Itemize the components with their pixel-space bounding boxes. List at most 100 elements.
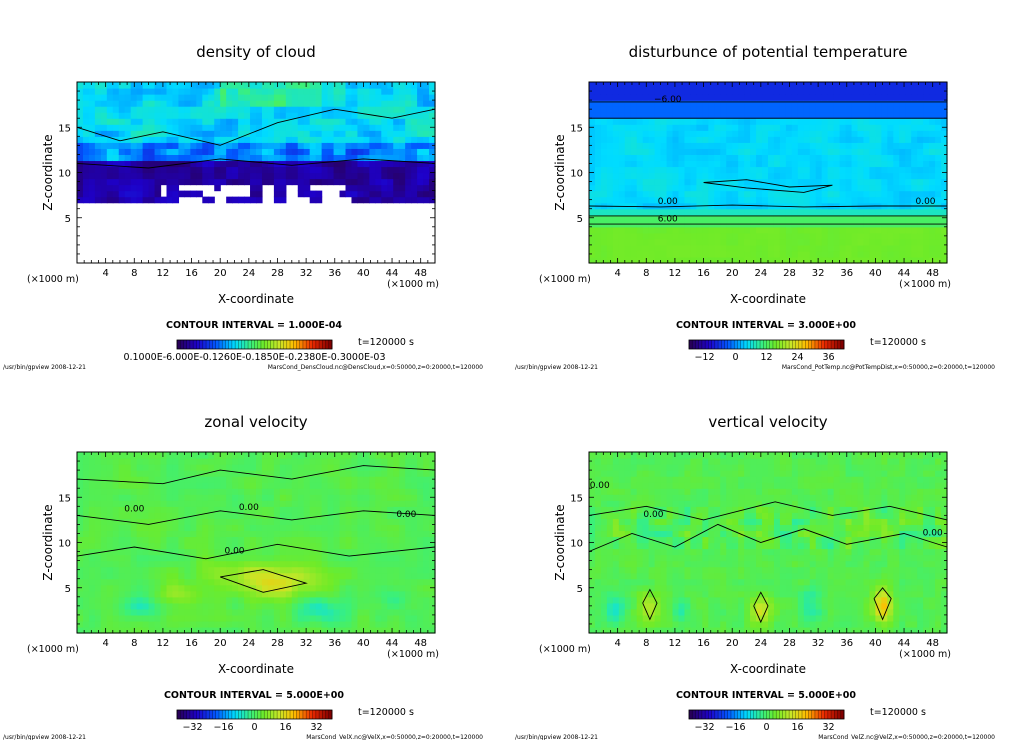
- heatmap-cell: [238, 602, 245, 610]
- heatmap-cell: [297, 566, 305, 574]
- heatmap-cell: [339, 482, 347, 489]
- heatmap-cell: [232, 572, 239, 580]
- heatmap-cell: [291, 620, 299, 628]
- heatmap-cell: [821, 196, 829, 204]
- heatmap-cell: [941, 238, 948, 246]
- heatmap-cell: [118, 506, 126, 513]
- heatmap-cell: [702, 178, 709, 186]
- heatmap-cell: [893, 208, 900, 216]
- heatmap-cell: [327, 142, 335, 149]
- heatmap-cell: [357, 536, 364, 544]
- heatmap-cell: [684, 148, 692, 155]
- heatmap-cell: [82, 172, 90, 180]
- heatmap-cell: [190, 154, 197, 162]
- heatmap-cell: [612, 100, 620, 107]
- heatmap-cell: [297, 548, 305, 556]
- heatmap-cell: [184, 584, 191, 592]
- heatmap-cell: [363, 548, 370, 556]
- heatmap-cell: [148, 530, 156, 538]
- heatmap-cell: [291, 154, 299, 162]
- heatmap-cell: [708, 214, 715, 222]
- heatmap-cell: [917, 106, 924, 113]
- heatmap-cell: [82, 470, 90, 477]
- heatmap-cell: [857, 250, 865, 258]
- heatmap-cell: [256, 476, 263, 483]
- heatmap-cell: [791, 214, 799, 222]
- heatmap-cell: [363, 608, 370, 616]
- heatmap-cell: [893, 148, 900, 155]
- heatmap-cell: [833, 88, 841, 95]
- heatmap-cell: [654, 88, 662, 95]
- heatmap-cell: [160, 118, 168, 125]
- heatmap-cell: [911, 166, 918, 174]
- heatmap-cell: [672, 136, 680, 143]
- heatmap-cell: [178, 548, 185, 556]
- heatmap-cell: [750, 238, 757, 246]
- heatmap-cell: [875, 142, 882, 149]
- contour-label: 0.00: [915, 197, 935, 207]
- heatmap-cell: [226, 566, 233, 574]
- heatmap-cell: [797, 202, 805, 210]
- heatmap-cell: [732, 244, 739, 252]
- heatmap-cell: [148, 500, 156, 507]
- heatmap-cell: [148, 476, 156, 483]
- heatmap-cell: [208, 488, 215, 495]
- heatmap-cell: [77, 112, 84, 119]
- heatmap-cell: [636, 214, 644, 222]
- heatmap-cell: [154, 536, 162, 544]
- heatmap-cell: [178, 584, 185, 592]
- heatmap-cell: [857, 172, 865, 180]
- contour-interval: CONTOUR INTERVAL = 1.000E-04: [166, 320, 342, 331]
- heatmap-cell: [887, 214, 894, 222]
- heatmap-cell: [220, 536, 227, 544]
- heatmap-cell: [339, 190, 347, 198]
- heatmap-cell: [714, 160, 721, 168]
- heatmap-cell: [106, 554, 114, 562]
- heatmap-cell: [297, 82, 305, 89]
- heatmap-cell: [166, 548, 174, 556]
- heatmap-cell: [881, 250, 888, 258]
- heatmap-cell: [833, 214, 841, 222]
- heatmap-cell: [351, 500, 359, 507]
- heatmap-cell: [839, 94, 847, 101]
- heatmap-cell: [333, 130, 341, 137]
- heatmap-cell: [851, 88, 859, 95]
- heatmap-cell: [88, 596, 96, 604]
- heatmap-cell: [136, 94, 144, 101]
- heatmap-cell: [118, 512, 126, 519]
- heatmap-cell: [273, 518, 281, 525]
- heatmap-cell: [756, 88, 763, 95]
- heatmap-cell: [738, 202, 745, 210]
- heatmap-cell: [208, 452, 215, 459]
- heatmap-cell: [130, 608, 138, 616]
- heatmap-cell: [172, 482, 180, 489]
- heatmap-cell: [244, 452, 251, 459]
- heatmap-cell: [612, 232, 620, 240]
- heatmap-cell: [303, 118, 311, 125]
- heatmap-cell: [291, 166, 299, 174]
- heatmap-cell: [202, 148, 209, 155]
- heatmap-cell: [88, 160, 96, 168]
- heatmap-cell: [630, 160, 638, 168]
- heatmap-cell: [893, 166, 900, 174]
- heatmap-cell: [417, 100, 424, 107]
- heatmap-cell: [88, 560, 96, 568]
- heatmap-cell: [797, 184, 805, 192]
- heatmap-cell: [648, 100, 656, 107]
- heatmap-cell: [220, 94, 227, 101]
- heatmap-cell: [214, 88, 221, 95]
- heatmap-cell: [100, 196, 108, 204]
- heatmap-cell: [375, 196, 382, 204]
- heatmap-cell: [929, 244, 936, 252]
- heatmap-cell: [726, 250, 733, 258]
- heatmap-cell: [791, 190, 799, 198]
- heatmap-cell: [429, 118, 436, 125]
- heatmap-cell: [636, 196, 644, 204]
- heatmap-cell: [321, 142, 329, 149]
- heatmap-cell: [690, 82, 697, 89]
- heatmap-cell: [285, 470, 293, 477]
- heatmap-cell: [202, 94, 209, 101]
- heatmap-cell: [291, 590, 299, 598]
- heatmap-cell: [208, 100, 215, 107]
- colorbar-tick-label: 0: [732, 352, 738, 363]
